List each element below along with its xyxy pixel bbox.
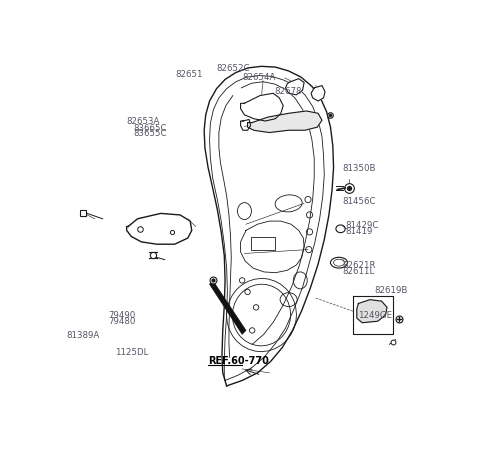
Text: 82651: 82651 xyxy=(175,70,203,79)
Text: 82653A: 82653A xyxy=(126,116,159,125)
Polygon shape xyxy=(357,300,387,323)
Text: 81389A: 81389A xyxy=(67,330,100,339)
Text: 79480: 79480 xyxy=(108,317,136,326)
Polygon shape xyxy=(311,87,325,102)
Text: 81350B: 81350B xyxy=(342,164,375,173)
Text: 82678: 82678 xyxy=(274,87,301,96)
Polygon shape xyxy=(286,79,304,96)
Text: 81429C: 81429C xyxy=(346,221,379,230)
Text: 82654A: 82654A xyxy=(242,73,276,82)
Polygon shape xyxy=(240,94,283,122)
Text: REF.60-770: REF.60-770 xyxy=(208,355,269,365)
Polygon shape xyxy=(127,214,192,244)
Text: 81456C: 81456C xyxy=(342,196,375,205)
Polygon shape xyxy=(210,281,246,335)
Text: 83665C: 83665C xyxy=(133,123,167,132)
Text: 1125DL: 1125DL xyxy=(115,348,148,357)
Polygon shape xyxy=(248,112,322,133)
Bar xyxy=(252,237,275,251)
Text: 1249GE: 1249GE xyxy=(358,310,392,319)
Text: 82652C: 82652C xyxy=(216,64,250,73)
Text: 83655C: 83655C xyxy=(133,129,167,138)
Text: 82619B: 82619B xyxy=(374,285,408,294)
Text: 82611L: 82611L xyxy=(343,267,375,276)
Text: 79490: 79490 xyxy=(108,311,136,320)
Text: 82621R: 82621R xyxy=(343,261,376,270)
Text: 81419: 81419 xyxy=(346,226,373,235)
